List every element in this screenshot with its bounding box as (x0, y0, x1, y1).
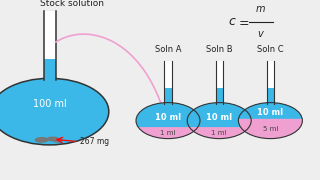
Text: 10 ml: 10 ml (206, 113, 232, 122)
Text: 267 mg: 267 mg (80, 137, 109, 146)
Bar (216, 61, 223, 104)
Polygon shape (138, 127, 198, 139)
Text: 10 ml: 10 ml (257, 108, 284, 117)
Bar (216, 88, 223, 104)
Polygon shape (53, 139, 62, 142)
Text: Stock solution: Stock solution (40, 0, 104, 8)
Text: $=$: $=$ (236, 15, 250, 28)
Text: $v$: $v$ (257, 29, 265, 39)
Text: Soln A: Soln A (155, 45, 181, 54)
Polygon shape (238, 103, 302, 139)
Bar (44, 59, 56, 80)
Bar (164, 61, 172, 104)
Bar (44, 11, 56, 80)
Bar (267, 61, 274, 104)
Polygon shape (238, 119, 302, 139)
Text: 10 ml: 10 ml (155, 113, 181, 122)
Polygon shape (187, 103, 251, 139)
Text: 1 ml: 1 ml (160, 130, 176, 136)
Text: 100 ml: 100 ml (33, 99, 67, 109)
Text: Soln B: Soln B (206, 45, 233, 54)
Text: 1 ml: 1 ml (212, 130, 227, 136)
Text: Soln C: Soln C (257, 45, 284, 54)
Polygon shape (36, 138, 48, 142)
Bar (164, 88, 172, 104)
Bar (267, 88, 274, 104)
Polygon shape (189, 127, 249, 139)
Text: $m$: $m$ (255, 4, 266, 14)
Polygon shape (0, 78, 109, 145)
Text: 5 ml: 5 ml (263, 126, 278, 132)
Text: $c$: $c$ (228, 15, 237, 28)
Polygon shape (136, 103, 200, 139)
Polygon shape (47, 137, 58, 141)
